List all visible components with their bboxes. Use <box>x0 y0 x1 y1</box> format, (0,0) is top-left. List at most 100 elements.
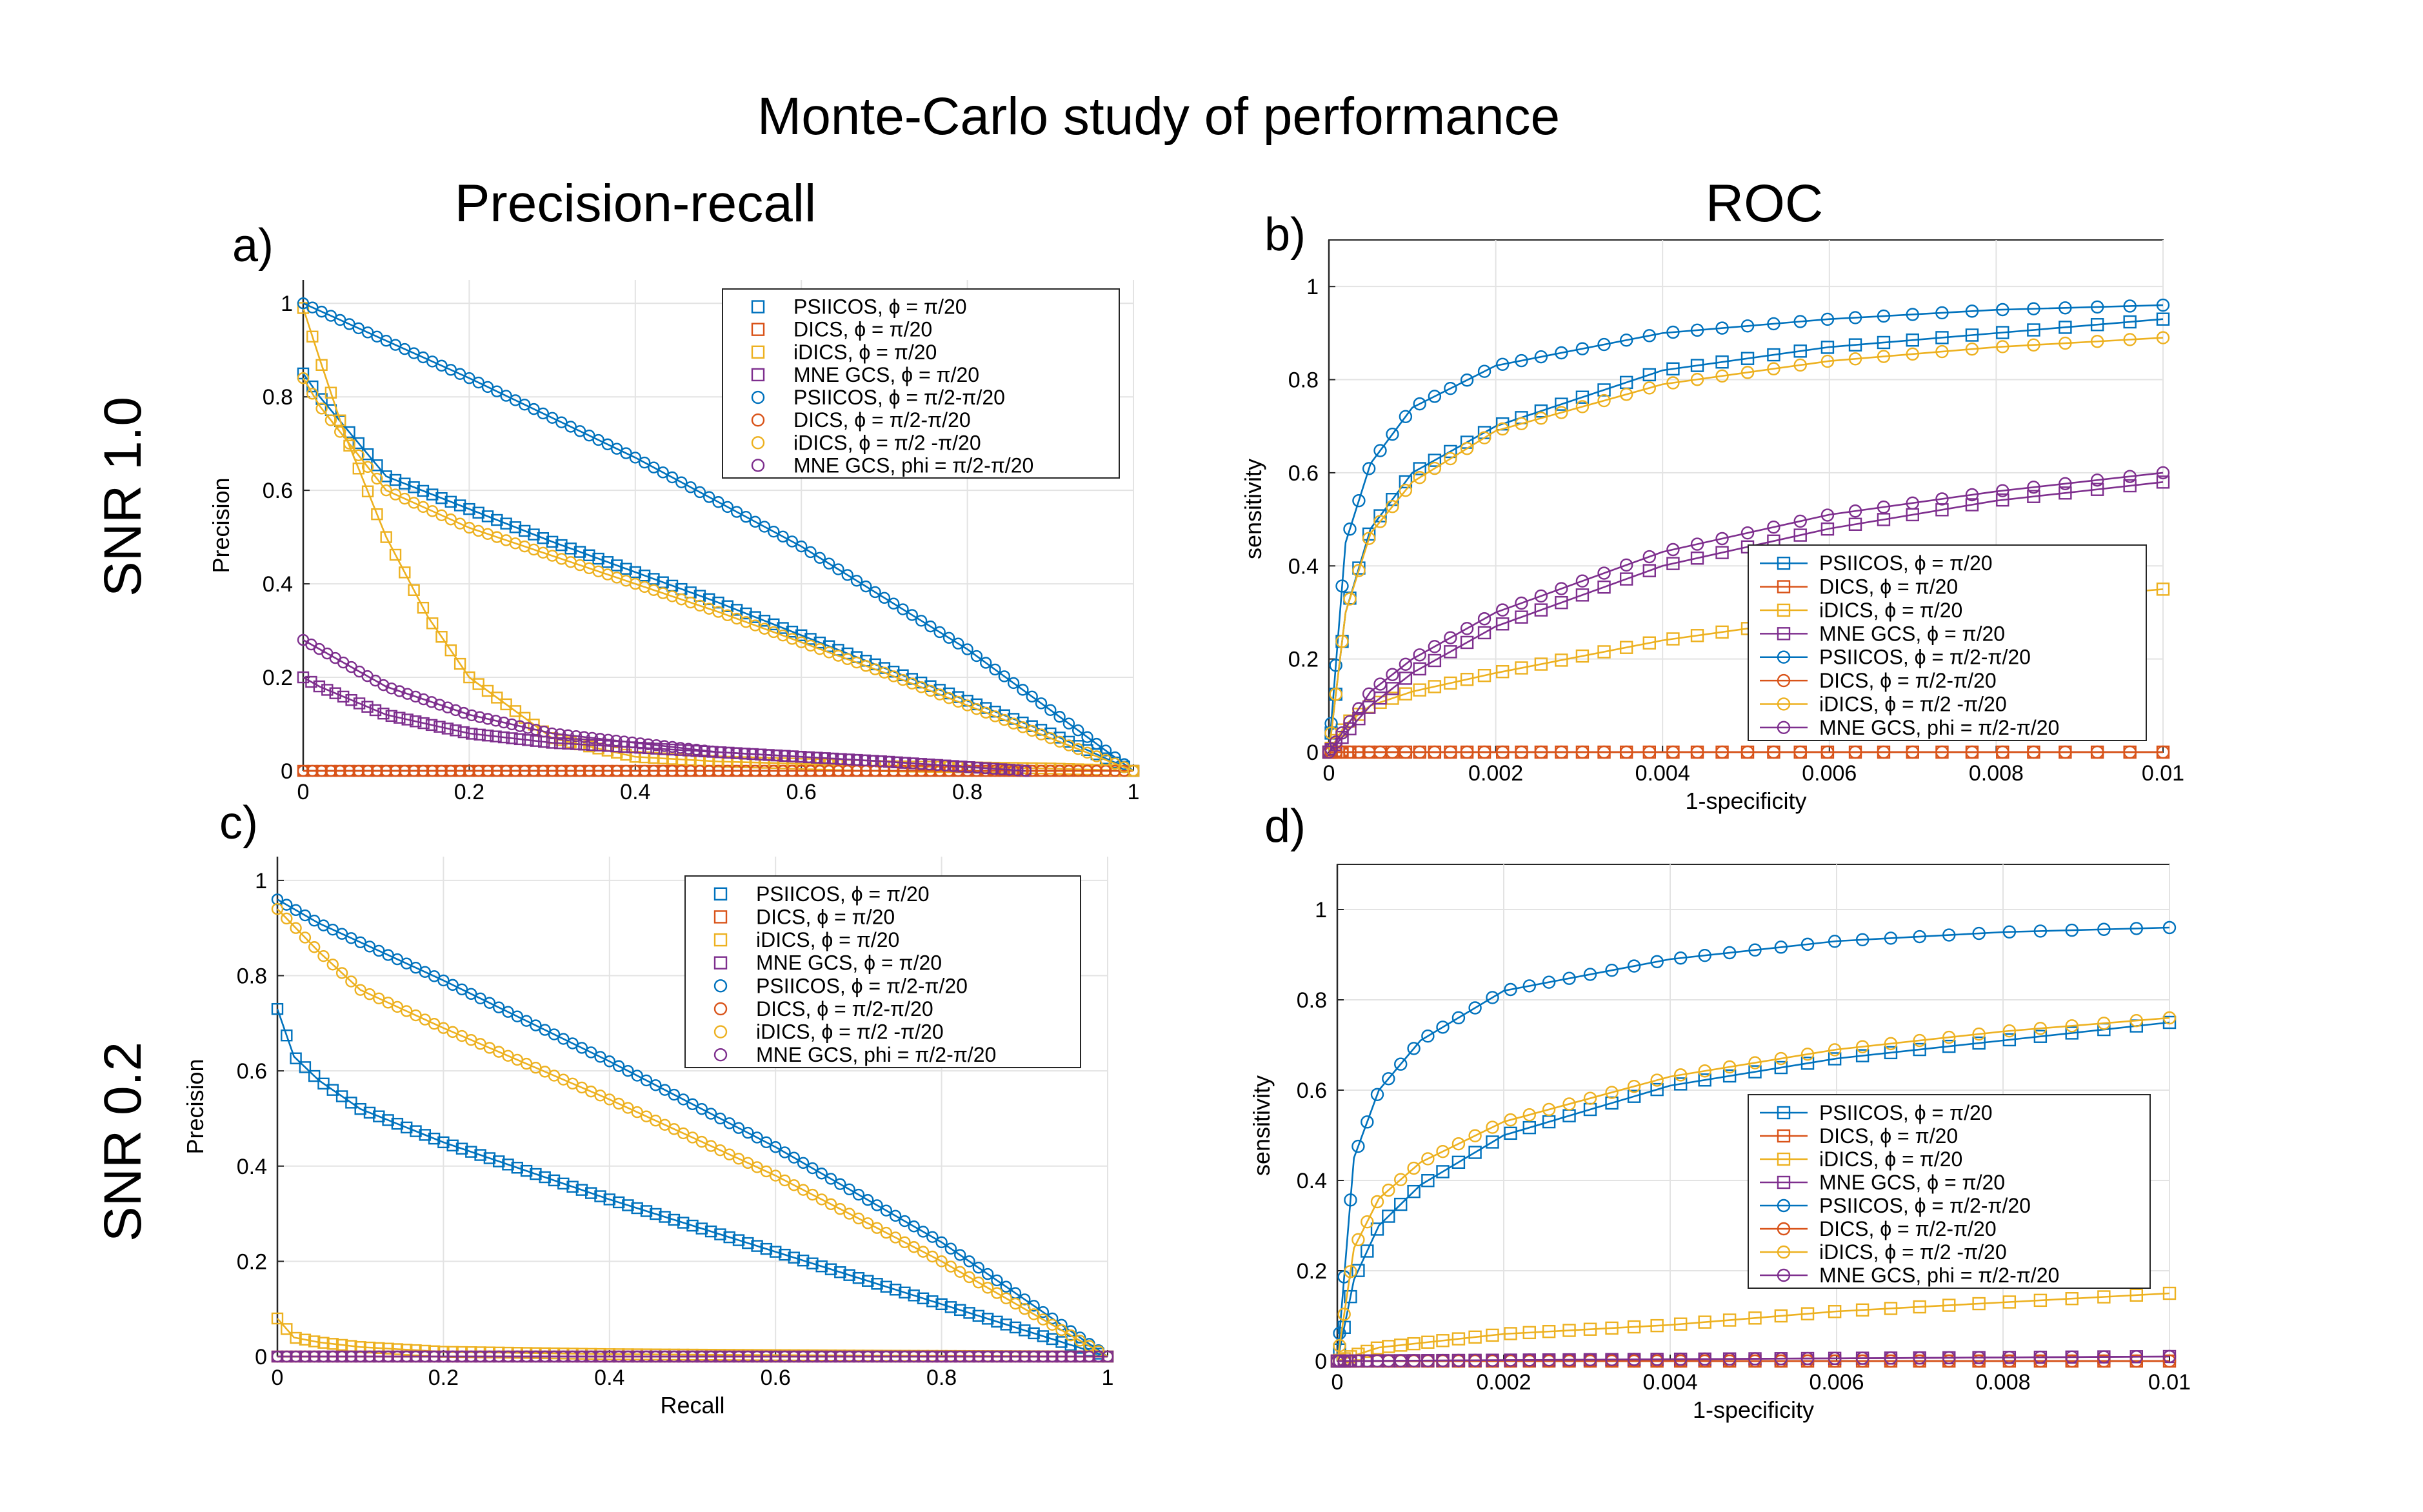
data-point <box>1575 588 1590 602</box>
data-point <box>1562 1324 1576 1337</box>
data-point <box>788 1151 801 1164</box>
data-point <box>721 764 734 777</box>
data-point <box>1451 1011 1466 1025</box>
data-point <box>401 1350 413 1363</box>
data-point <box>369 704 382 717</box>
data-point <box>514 733 526 746</box>
data-point <box>1913 1033 1926 1048</box>
data-point <box>963 1255 975 1268</box>
data-point <box>585 1187 597 1199</box>
data-point <box>1468 1129 1482 1142</box>
data-point <box>1597 745 1611 759</box>
data-point <box>1035 764 1048 777</box>
data-point <box>746 748 759 761</box>
figure-title: Monte-Carlo study of performance <box>757 87 1560 146</box>
data-point <box>907 757 919 770</box>
data-point <box>944 1301 957 1313</box>
data-point <box>1118 758 1130 770</box>
data-point <box>834 1266 846 1278</box>
data-point <box>677 1217 690 1229</box>
data-point <box>519 524 531 537</box>
data-point <box>2123 479 2137 493</box>
data-point <box>795 540 808 553</box>
data-point <box>987 762 1000 775</box>
data-point <box>454 764 466 777</box>
data-point <box>2002 1024 2017 1038</box>
data-point <box>511 1162 523 1174</box>
data-point <box>1820 745 1835 759</box>
data-point <box>611 559 623 572</box>
data-point <box>813 552 826 564</box>
data-point <box>806 1350 819 1363</box>
data-point <box>2156 745 2170 759</box>
data-point <box>1597 580 1611 594</box>
data-point <box>1793 344 1807 358</box>
data-point <box>795 751 807 763</box>
data-point <box>899 1236 911 1249</box>
data-point <box>786 750 799 762</box>
data-point <box>939 759 952 771</box>
legend-marker <box>1777 1152 1791 1166</box>
data-point <box>1428 390 1442 403</box>
data-point <box>308 915 321 927</box>
data-point <box>1394 1354 1408 1368</box>
legend-marker <box>751 368 765 382</box>
data-point <box>1009 1297 1022 1310</box>
data-point <box>520 1015 533 1027</box>
data-point <box>454 657 466 670</box>
data-point <box>1848 352 1862 366</box>
data-point <box>1774 1309 1788 1323</box>
data-point <box>352 449 364 461</box>
data-point <box>1413 471 1426 484</box>
data-point <box>861 1194 874 1206</box>
data-point <box>1583 1353 1597 1367</box>
data-point <box>1468 1353 1482 1368</box>
data-point <box>1913 1042 1926 1057</box>
data-point <box>555 764 568 777</box>
data-point <box>1062 717 1075 730</box>
data-point <box>832 764 844 777</box>
data-point <box>640 1350 653 1363</box>
data-point <box>1460 442 1474 455</box>
y-tick-label: 0.6 <box>1297 1079 1327 1103</box>
data-point <box>1072 724 1084 737</box>
data-point <box>602 740 614 752</box>
data-point <box>1361 1354 1374 1368</box>
data-point <box>1767 348 1780 362</box>
data-point <box>1698 1352 1711 1366</box>
y-axis-label: sensitivity <box>1240 459 1266 559</box>
data-point <box>1906 745 1919 759</box>
data-point <box>804 758 817 770</box>
data-point <box>354 1350 366 1363</box>
data-point <box>308 1350 321 1363</box>
data-point <box>594 733 606 745</box>
data-point <box>1855 1040 1870 1053</box>
data-point <box>1642 550 1656 564</box>
data-point <box>1460 373 1474 387</box>
data-point <box>1666 632 1680 646</box>
data-point <box>575 1350 588 1363</box>
data-point <box>955 761 968 773</box>
column-title-roc: ROC <box>1706 174 1823 233</box>
data-point <box>481 381 494 393</box>
data-point <box>897 764 909 777</box>
data-point <box>908 1220 920 1233</box>
series-purple-circle <box>297 633 1032 777</box>
data-point <box>610 734 623 747</box>
data-point <box>786 764 799 777</box>
data-point <box>573 764 586 777</box>
data-point <box>290 922 302 934</box>
data-point <box>1715 745 1729 759</box>
data-point <box>2059 321 2072 334</box>
y-tick-label: 0 <box>281 759 293 784</box>
data-point <box>410 1125 422 1137</box>
data-point <box>530 724 542 736</box>
data-point <box>1399 475 1413 489</box>
data-point <box>991 1274 1003 1287</box>
y-tick-label: 0.8 <box>1297 988 1327 1013</box>
data-point <box>944 1350 957 1363</box>
y-axis-label: Precision <box>182 1059 208 1154</box>
data-point <box>1504 1126 1517 1140</box>
data-point <box>723 746 735 759</box>
data-point <box>1373 515 1387 528</box>
